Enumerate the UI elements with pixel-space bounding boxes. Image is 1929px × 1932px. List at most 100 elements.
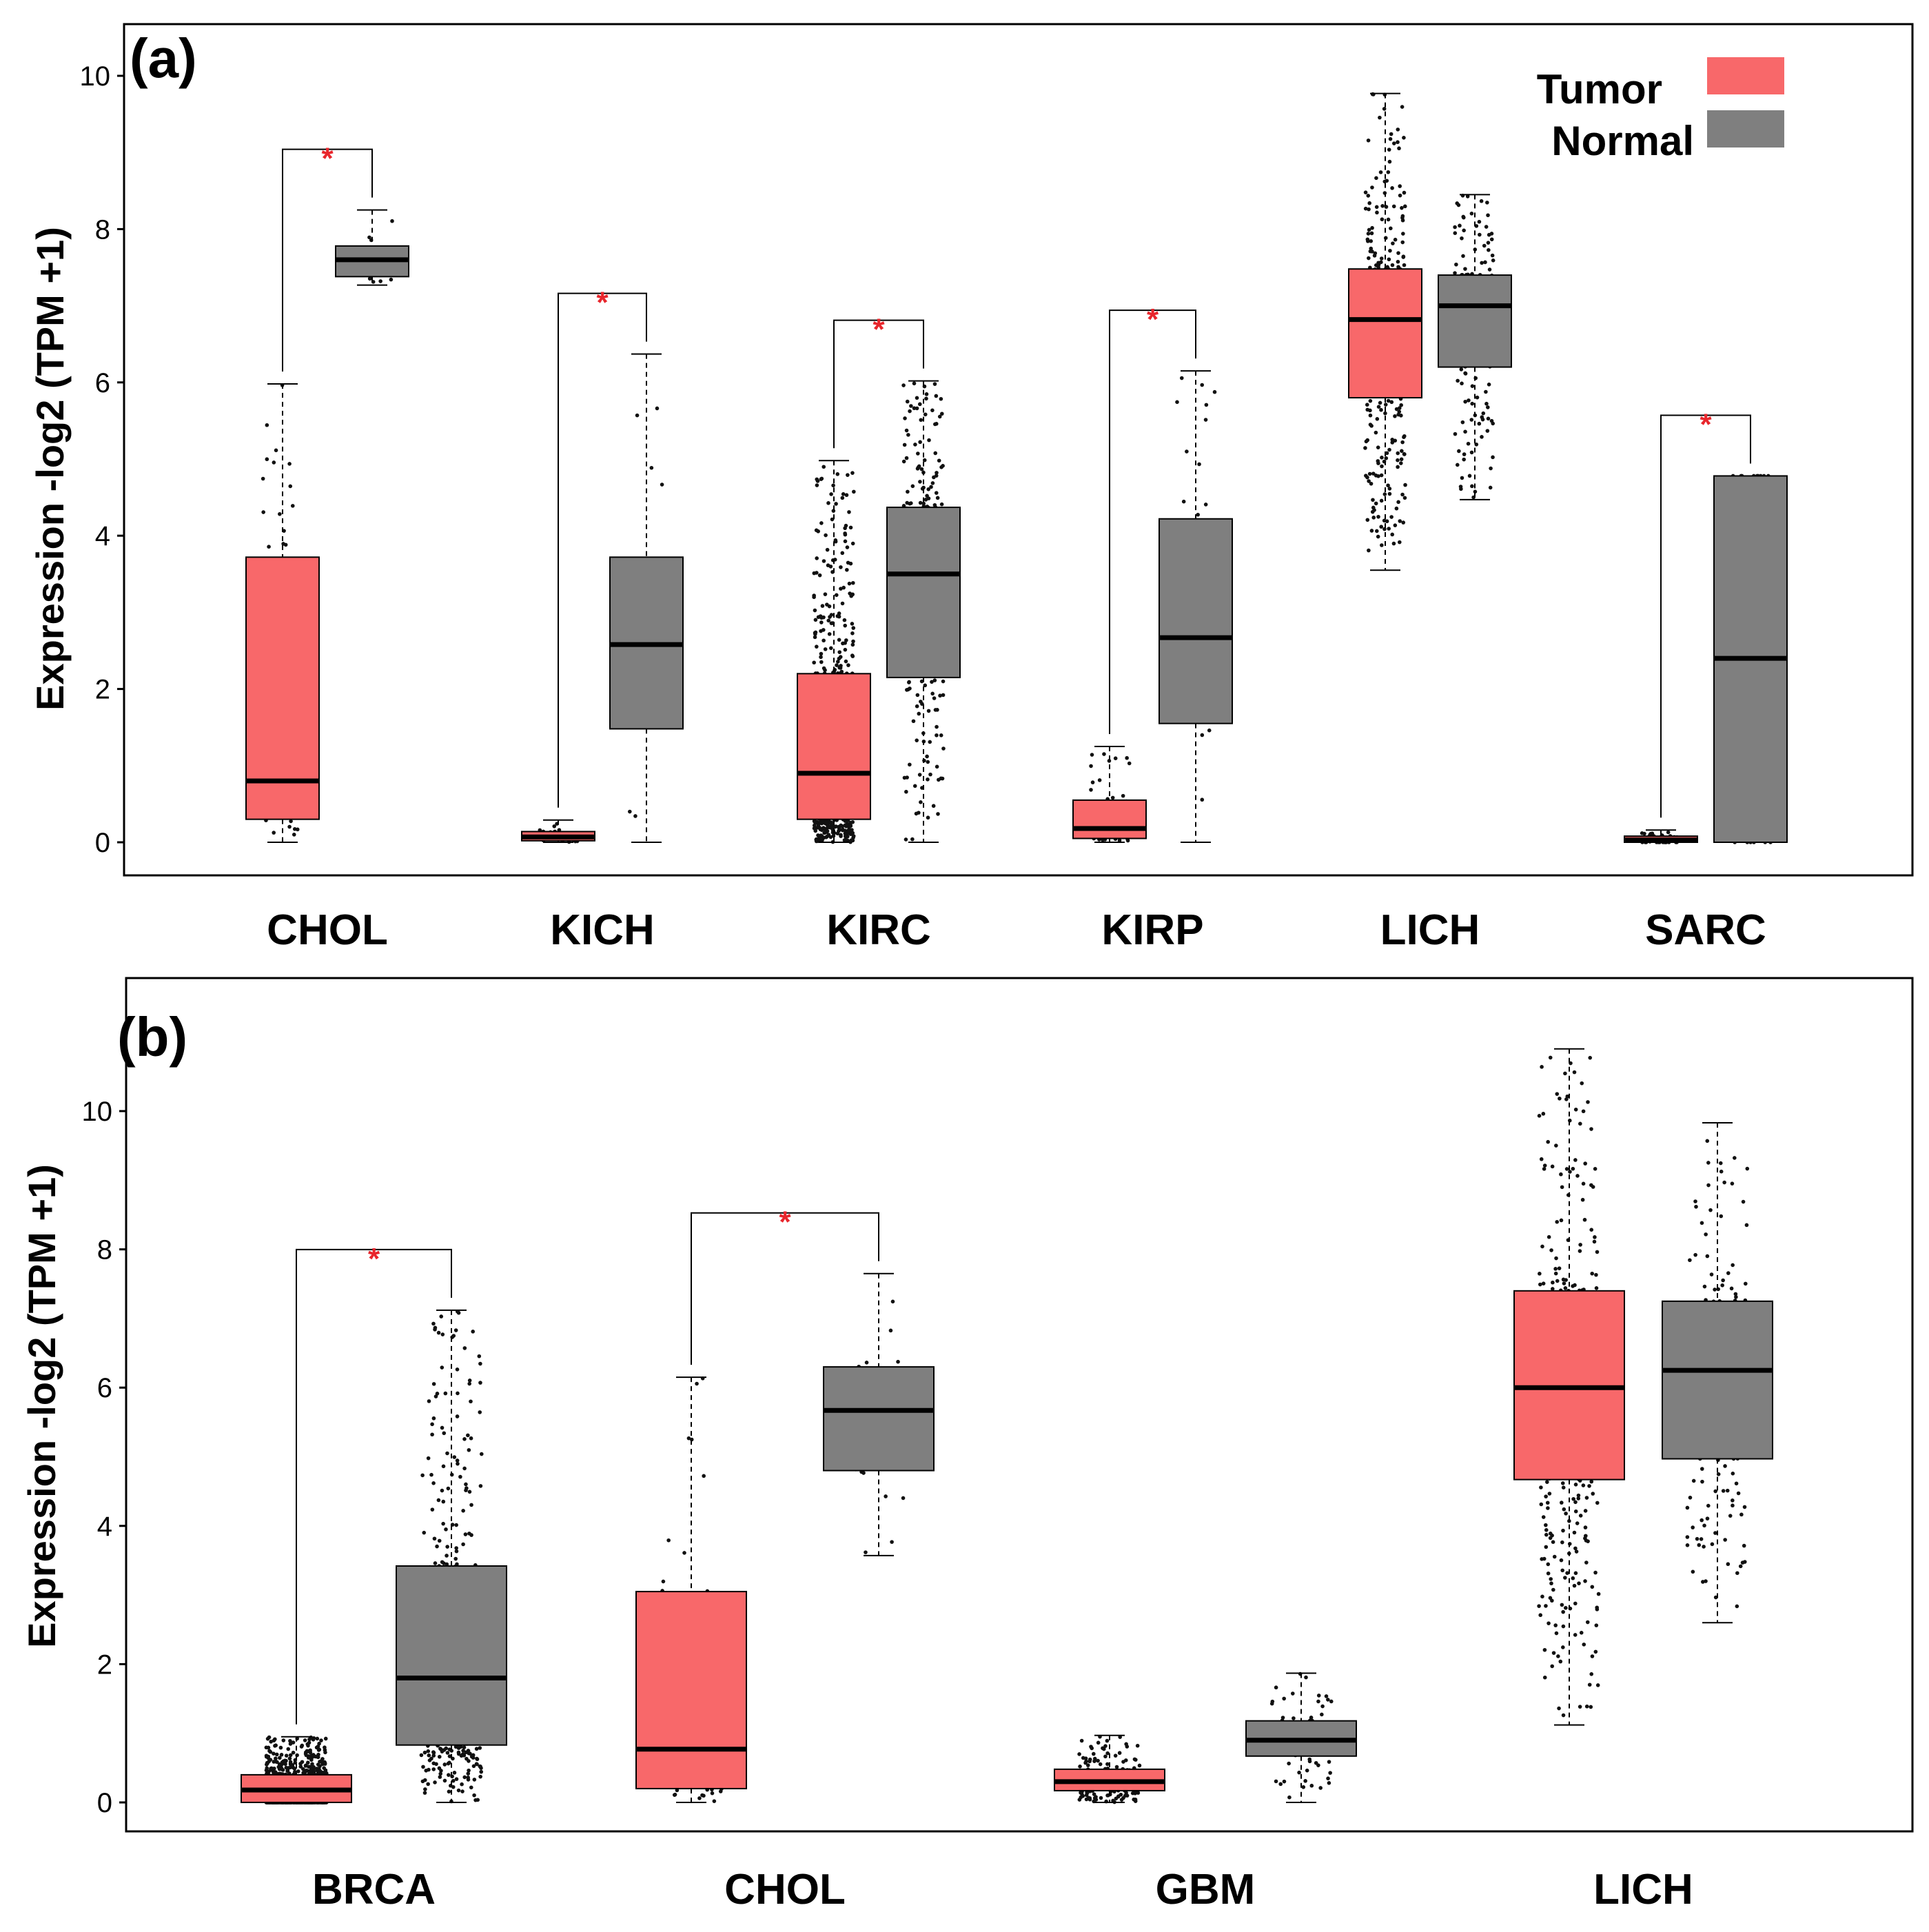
data-point	[1387, 527, 1391, 531]
data-point	[840, 496, 845, 500]
data-point	[660, 482, 664, 487]
data-point	[1573, 1158, 1578, 1162]
data-point	[812, 660, 816, 665]
data-point	[915, 406, 919, 411]
data-point	[1092, 1792, 1096, 1796]
data-point	[1397, 146, 1401, 151]
data-point	[1578, 1514, 1583, 1518]
data-point	[1594, 1272, 1598, 1277]
data-point	[1725, 1488, 1730, 1493]
data-point	[427, 1399, 431, 1403]
data-point	[903, 416, 907, 420]
data-point	[1700, 1518, 1704, 1523]
data-point	[478, 1381, 482, 1385]
data-point	[422, 1530, 427, 1535]
data-point	[1561, 1609, 1565, 1614]
data-point	[1465, 194, 1470, 199]
data-point	[932, 422, 937, 427]
significance-star: *	[1147, 303, 1159, 336]
y-tick-label: 4	[97, 1512, 112, 1542]
data-point	[1092, 1756, 1097, 1761]
data-point	[1386, 217, 1391, 222]
data-point	[1576, 1493, 1581, 1498]
data-point	[1089, 764, 1093, 769]
data-point	[815, 556, 819, 560]
data-point	[941, 693, 946, 698]
data-point	[924, 392, 929, 396]
data-point	[461, 1542, 465, 1547]
data-point	[1369, 529, 1374, 533]
data-point	[1537, 1604, 1541, 1608]
data-point	[1380, 217, 1385, 222]
data-point	[1455, 462, 1460, 467]
data-point	[904, 789, 908, 794]
data-point	[442, 1561, 446, 1565]
data-point	[1589, 1228, 1594, 1232]
data-point	[283, 1758, 287, 1763]
data-point	[821, 465, 826, 469]
data-point	[917, 402, 922, 407]
data-point	[1400, 240, 1405, 245]
box-normal	[396, 1565, 507, 1746]
data-point	[819, 521, 824, 525]
data-point	[820, 604, 825, 608]
data-point	[274, 1756, 278, 1760]
data-point	[1486, 241, 1491, 245]
data-point	[628, 809, 632, 814]
data-point	[829, 646, 833, 651]
y-tick-label: 8	[97, 1235, 112, 1265]
data-point	[1706, 1503, 1711, 1508]
data-point	[1547, 1621, 1551, 1625]
data-point	[433, 1780, 437, 1784]
data-point	[1382, 518, 1387, 523]
data-point	[1545, 1501, 1550, 1505]
data-point	[1370, 185, 1374, 190]
data-point	[1705, 1139, 1710, 1143]
data-point	[649, 465, 654, 470]
data-point	[1133, 1791, 1137, 1796]
data-point	[1573, 1107, 1578, 1112]
data-point	[1555, 1219, 1560, 1224]
data-point	[269, 1740, 273, 1744]
data-point	[695, 1381, 699, 1386]
data-point	[367, 235, 371, 240]
data-point	[1398, 184, 1402, 188]
data-point	[1573, 1546, 1578, 1551]
data-point	[839, 824, 844, 828]
data-point	[1363, 206, 1368, 211]
significance-star: *	[779, 1206, 791, 1239]
data-point	[937, 414, 942, 419]
data-point	[1691, 1478, 1696, 1483]
data-point	[463, 1532, 468, 1536]
data-point	[845, 567, 849, 572]
data-point	[1573, 1483, 1578, 1487]
data-point	[1390, 263, 1395, 267]
data-point	[1558, 1659, 1563, 1664]
data-point	[1369, 246, 1374, 251]
data-point	[1640, 831, 1644, 835]
data-point	[1398, 519, 1402, 523]
data-point	[1697, 1543, 1702, 1547]
data-point	[907, 680, 911, 684]
data-point	[843, 647, 848, 652]
data-point	[1578, 1121, 1582, 1126]
data-point	[826, 501, 830, 505]
data-point	[469, 1785, 473, 1790]
data-point	[1699, 1537, 1704, 1541]
data-point	[908, 687, 912, 691]
data-point	[286, 1747, 291, 1751]
data-point	[1554, 1256, 1558, 1261]
data-point	[913, 443, 917, 447]
data-point	[1565, 1571, 1569, 1575]
y-tick-label: 4	[95, 521, 110, 551]
data-point	[1470, 401, 1475, 406]
data-point	[916, 451, 920, 456]
data-point	[1096, 1740, 1101, 1745]
data-point	[1467, 398, 1471, 403]
data-point	[911, 719, 916, 724]
data-point	[320, 1758, 324, 1763]
data-point	[462, 1466, 467, 1471]
data-point	[909, 404, 913, 408]
data-point	[1589, 1479, 1594, 1484]
data-point	[1324, 1694, 1329, 1698]
